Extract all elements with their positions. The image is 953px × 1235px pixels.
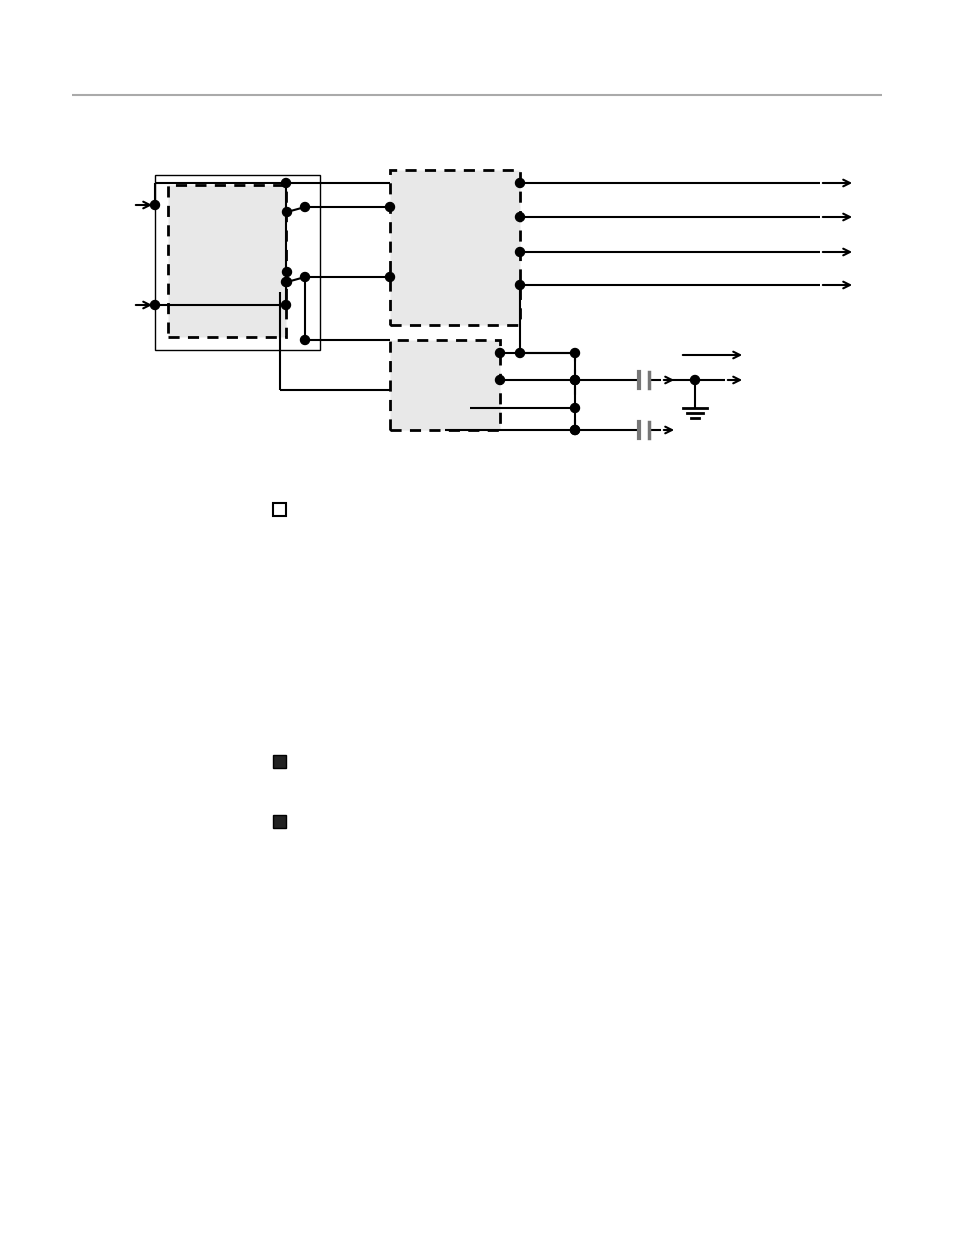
Circle shape bbox=[515, 179, 524, 188]
Circle shape bbox=[282, 207, 292, 216]
Bar bbox=[390, 170, 519, 325]
Circle shape bbox=[151, 300, 159, 310]
Circle shape bbox=[282, 268, 292, 277]
Circle shape bbox=[495, 348, 504, 357]
Bar bbox=[273, 815, 286, 827]
Circle shape bbox=[570, 404, 578, 412]
Circle shape bbox=[515, 280, 524, 289]
Circle shape bbox=[495, 375, 504, 384]
Bar bbox=[390, 340, 499, 430]
Circle shape bbox=[570, 426, 578, 435]
Circle shape bbox=[282, 278, 292, 287]
Circle shape bbox=[300, 203, 309, 211]
Circle shape bbox=[385, 203, 395, 211]
Circle shape bbox=[281, 179, 291, 188]
Bar bbox=[273, 503, 286, 516]
Circle shape bbox=[515, 348, 524, 357]
Circle shape bbox=[385, 273, 395, 282]
Circle shape bbox=[515, 247, 524, 257]
Circle shape bbox=[515, 212, 524, 221]
Bar bbox=[273, 755, 286, 768]
Circle shape bbox=[300, 273, 309, 282]
Bar bbox=[168, 185, 286, 337]
Circle shape bbox=[570, 426, 578, 435]
Circle shape bbox=[300, 336, 309, 345]
Bar bbox=[154, 175, 319, 350]
Circle shape bbox=[281, 278, 291, 287]
Circle shape bbox=[151, 200, 159, 210]
Circle shape bbox=[690, 375, 699, 384]
Circle shape bbox=[570, 375, 578, 384]
Circle shape bbox=[570, 375, 578, 384]
Circle shape bbox=[281, 300, 291, 310]
Circle shape bbox=[570, 348, 578, 357]
